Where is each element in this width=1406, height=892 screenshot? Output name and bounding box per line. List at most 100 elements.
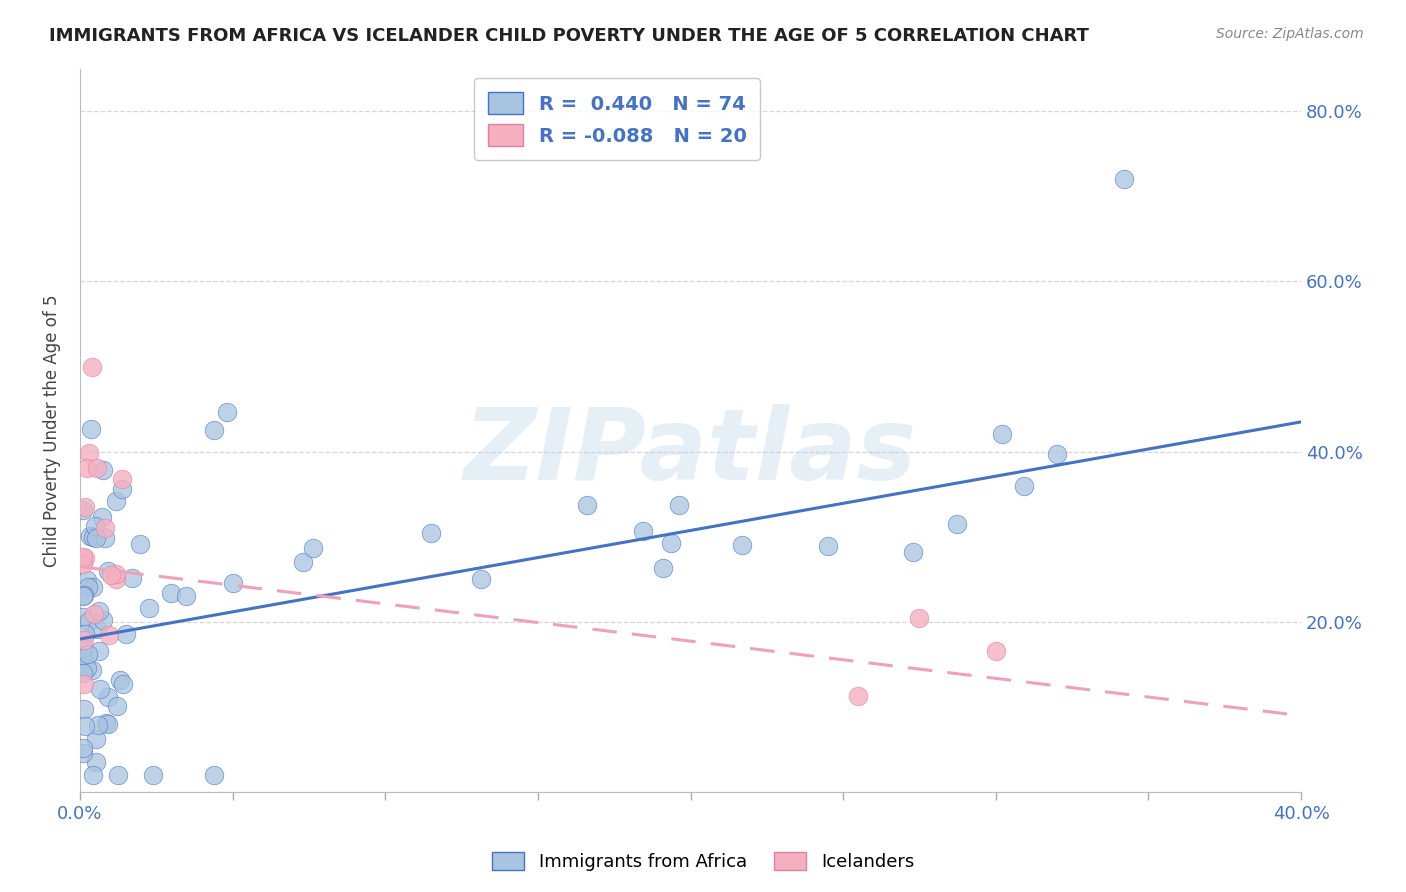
Point — [72, 648, 94, 662]
Point — [73, 589, 96, 603]
Point — [72, 557, 94, 571]
Point — [901, 545, 924, 559]
Point — [75, 550, 97, 565]
Point — [82, 580, 104, 594]
Point — [142, 768, 165, 782]
Point — [77, 580, 100, 594]
Point — [946, 516, 969, 531]
Point — [97, 716, 120, 731]
Point — [111, 472, 134, 486]
Point — [98, 628, 121, 642]
Point — [76, 460, 98, 475]
Point — [73, 500, 96, 515]
Point — [87, 718, 110, 732]
Point — [72, 665, 94, 680]
Point — [96, 690, 118, 704]
Point — [80, 359, 103, 374]
Point — [72, 746, 94, 760]
Point — [104, 566, 127, 581]
Point — [72, 503, 94, 517]
Point — [72, 610, 94, 624]
Point — [174, 589, 197, 603]
Point — [160, 585, 183, 599]
Legend: Immigrants from Africa, Icelanders: Immigrants from Africa, Icelanders — [485, 845, 921, 879]
Text: ZIPatlas: ZIPatlas — [464, 403, 917, 500]
Point — [91, 463, 114, 477]
Point — [97, 565, 120, 579]
Point — [111, 483, 134, 497]
Point — [984, 644, 1007, 658]
Point — [76, 647, 98, 661]
Point — [100, 568, 122, 582]
Point — [94, 531, 117, 545]
Point — [105, 699, 128, 714]
Point — [84, 531, 107, 545]
Point — [848, 690, 870, 704]
Point — [108, 673, 131, 687]
Point — [1046, 447, 1069, 461]
Point — [121, 571, 143, 585]
Point — [104, 572, 127, 586]
Point — [76, 661, 98, 675]
Point — [1012, 479, 1035, 493]
Point — [659, 536, 682, 550]
Point — [817, 539, 839, 553]
Text: IMMIGRANTS FROM AFRICA VS ICELANDER CHILD POVERTY UNDER THE AGE OF 5 CORRELATION: IMMIGRANTS FROM AFRICA VS ICELANDER CHIL… — [49, 27, 1090, 45]
Y-axis label: Child Poverty Under the Age of 5: Child Poverty Under the Age of 5 — [44, 294, 60, 566]
Point — [129, 537, 152, 551]
Point — [87, 604, 110, 618]
Point — [302, 541, 325, 555]
Point — [79, 529, 101, 543]
Point — [76, 573, 98, 587]
Point — [115, 627, 138, 641]
Point — [82, 768, 104, 782]
Point — [908, 611, 931, 625]
Legend: R =  0.440   N = 74, R = -0.088   N = 20: R = 0.440 N = 74, R = -0.088 N = 20 — [474, 78, 761, 160]
Point — [83, 607, 105, 621]
Point — [72, 740, 94, 755]
Point — [73, 632, 96, 647]
Point — [94, 521, 117, 535]
Point — [221, 575, 243, 590]
Point — [75, 627, 97, 641]
Point — [73, 701, 96, 715]
Point — [419, 525, 441, 540]
Point — [86, 732, 108, 747]
Point — [72, 550, 94, 565]
Point — [991, 427, 1014, 442]
Point — [470, 572, 492, 586]
Point — [112, 676, 135, 690]
Point — [215, 405, 238, 419]
Point — [75, 719, 97, 733]
Point — [104, 493, 127, 508]
Point — [204, 768, 226, 782]
Point — [292, 555, 315, 569]
Point — [576, 498, 599, 512]
Point — [77, 614, 100, 628]
Text: Source: ZipAtlas.com: Source: ZipAtlas.com — [1216, 27, 1364, 41]
Point — [72, 589, 94, 603]
Point — [73, 677, 96, 691]
Point — [84, 756, 107, 770]
Point — [72, 640, 94, 655]
Point — [138, 600, 160, 615]
Point — [82, 530, 104, 544]
Point — [93, 614, 115, 628]
Point — [668, 498, 690, 512]
Point — [107, 768, 129, 782]
Point — [651, 561, 673, 575]
Point — [87, 644, 110, 658]
Point — [80, 422, 103, 436]
Point — [204, 423, 226, 437]
Point — [77, 445, 100, 459]
Point — [80, 663, 103, 677]
Point — [731, 538, 754, 552]
Point — [83, 518, 105, 533]
Point — [1112, 172, 1135, 186]
Point — [89, 682, 111, 697]
Point — [94, 715, 117, 730]
Point — [86, 622, 108, 636]
Point — [86, 461, 108, 475]
Point — [633, 524, 655, 539]
Point — [90, 509, 112, 524]
